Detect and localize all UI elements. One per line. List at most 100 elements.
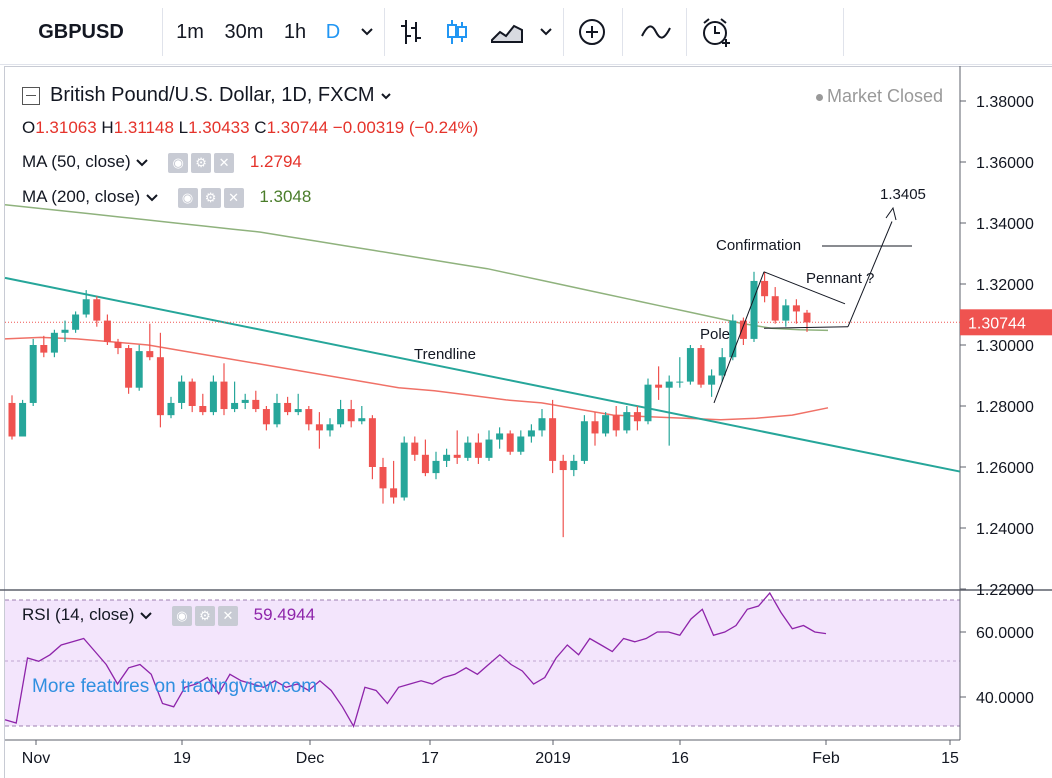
rsi-tick-label: 60.0000 — [976, 625, 1034, 642]
candle-body — [729, 320, 737, 358]
candle-body — [803, 312, 811, 323]
candle-body — [559, 460, 567, 471]
target-arrow — [847, 221, 893, 327]
instrument-title: British Pound/U.S. Dollar, 1D, FXCM — [50, 84, 375, 106]
candle-body — [432, 460, 440, 474]
style-dropdown[interactable] — [532, 0, 560, 64]
chevron-down-icon[interactable] — [139, 610, 153, 620]
candle-body — [273, 402, 281, 425]
trendline — [4, 276, 961, 473]
indicator-wave-icon — [641, 25, 671, 39]
interval-dropdown[interactable] — [352, 0, 382, 64]
eye-icon[interactable]: ◉ — [168, 152, 189, 173]
ma50-value: 1.2794 — [249, 152, 302, 171]
price-tick-label: 1.34000 — [976, 216, 1034, 233]
ma200-legend: MA (200, close) ◉ ⚙ ✕ 1.3048 — [22, 187, 311, 208]
status-text: Market Closed — [827, 86, 944, 106]
candle-body — [167, 402, 175, 416]
candles-icon — [447, 20, 467, 44]
candle-body — [135, 351, 143, 388]
candle-body — [771, 296, 779, 321]
candle-body — [761, 280, 769, 297]
ma200-label[interactable]: MA (200, close) — [22, 187, 141, 206]
gear-icon[interactable]: ⚙ — [191, 152, 212, 173]
candles-style-button[interactable] — [436, 0, 478, 64]
divider — [563, 8, 564, 56]
compare-button[interactable] — [569, 0, 615, 64]
alert-button[interactable] — [692, 0, 740, 64]
candle-body — [368, 418, 376, 467]
interval-1m[interactable]: 1m — [168, 0, 212, 64]
gear-icon[interactable]: ⚙ — [200, 187, 221, 208]
chevron-down-icon[interactable] — [135, 157, 149, 167]
rsi-value: 59.4944 — [253, 605, 316, 624]
candle-body — [474, 442, 482, 458]
interval-1h[interactable]: 1h — [276, 0, 314, 64]
ohlc-legend: O1.31063 H1.31148 L1.30433 C1.30744 −0.0… — [22, 118, 478, 138]
candle-body — [538, 418, 546, 431]
candle-body — [580, 421, 588, 461]
candle-body — [697, 348, 705, 385]
time-tick-label: Feb — [812, 750, 840, 767]
time-tick-label: Dec — [296, 750, 324, 767]
interval-label: 1m — [176, 20, 204, 43]
ma50-label[interactable]: MA (50, close) — [22, 152, 131, 171]
last-price-label: 1.30744 — [968, 315, 1026, 332]
bar-style-button[interactable] — [390, 0, 432, 64]
candle-body — [602, 415, 610, 434]
eye-icon[interactable]: ◉ — [177, 187, 198, 208]
chevron-down-icon — [361, 28, 373, 36]
candle-body — [792, 305, 800, 312]
time-tick-label: 2019 — [535, 750, 571, 767]
interval-30m[interactable]: 30m — [216, 0, 272, 64]
rsi-label[interactable]: RSI (14, close) — [22, 605, 135, 624]
chevron-down-icon[interactable] — [380, 91, 392, 101]
candle-body — [676, 381, 684, 383]
market-status: Market Closed — [816, 86, 943, 107]
divider — [384, 8, 385, 56]
time-tick-label: 19 — [173, 750, 191, 767]
pennant-label: Pennant ? — [806, 270, 874, 287]
price-tick-label: 1.30000 — [976, 338, 1034, 355]
candle-body — [156, 357, 164, 416]
candle-body — [623, 412, 631, 431]
gear-icon[interactable]: ⚙ — [194, 605, 215, 626]
watermark-link[interactable]: More features on tradingview.com — [32, 676, 317, 698]
ma200-line — [4, 203, 829, 332]
area-style-button[interactable] — [484, 0, 530, 64]
candle-body — [686, 348, 694, 382]
close-icon[interactable]: ✕ — [217, 605, 238, 626]
candle-body — [517, 436, 525, 452]
candle-body — [464, 442, 472, 458]
candle-body — [315, 424, 323, 431]
candle-body — [782, 305, 790, 321]
rsi-legend: RSI (14, close) ◉ ⚙ ✕ 59.4944 — [22, 605, 315, 626]
candle-body — [305, 409, 313, 425]
candle-body — [29, 345, 37, 403]
candle-body — [549, 418, 557, 461]
last-price-badge — [960, 309, 1052, 336]
candle-body — [231, 402, 239, 410]
candle-body — [496, 433, 504, 440]
indicators-button[interactable] — [628, 0, 684, 64]
rsi-band — [5, 600, 960, 726]
arrow-head — [885, 206, 897, 221]
candle-body — [390, 488, 398, 498]
collapse-icon[interactable] — [22, 86, 40, 105]
candle-body — [718, 357, 726, 376]
candle-body — [506, 433, 514, 452]
symbol-search[interactable]: GBPUSD — [6, 0, 156, 64]
candle-body — [527, 430, 535, 437]
status-dot-icon — [816, 93, 823, 101]
candle-body — [570, 460, 578, 471]
candle-body — [644, 384, 652, 422]
close-icon[interactable]: ✕ — [223, 187, 244, 208]
interval-d[interactable]: D — [318, 0, 348, 64]
time-tick-label: Nov — [22, 750, 50, 767]
close-icon[interactable]: ✕ — [214, 152, 235, 173]
eye-icon[interactable]: ◉ — [171, 605, 192, 626]
candle-body — [326, 424, 334, 431]
chevron-down-icon[interactable] — [145, 192, 159, 202]
candle-body — [209, 381, 217, 413]
